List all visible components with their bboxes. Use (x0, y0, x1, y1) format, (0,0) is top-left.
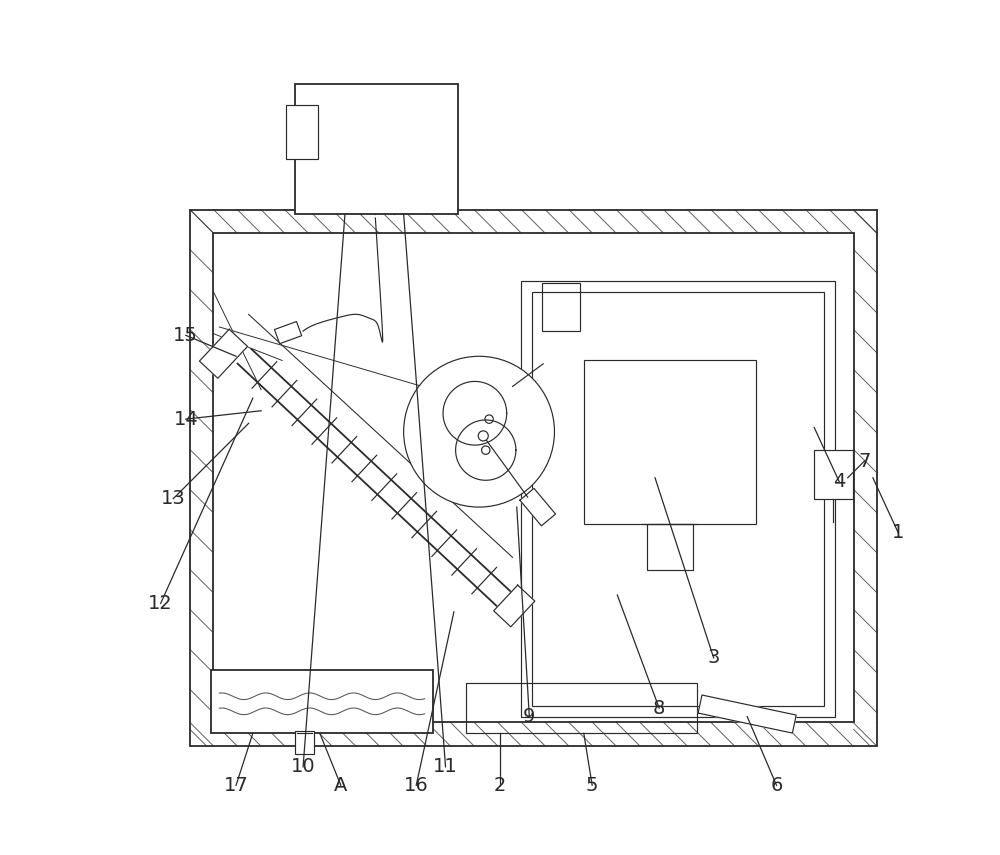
Bar (584, 361, 756, 524)
Bar (647, 524, 693, 570)
Text: 13: 13 (161, 489, 186, 508)
Bar (295, 731, 314, 754)
Bar (542, 282, 580, 331)
Text: 2: 2 (494, 775, 506, 795)
Bar (814, 450, 853, 498)
Text: 16: 16 (404, 775, 429, 795)
Bar (211, 670, 433, 734)
Bar (532, 292, 824, 705)
Text: 14: 14 (173, 410, 198, 428)
Polygon shape (494, 585, 535, 627)
Text: 11: 11 (433, 758, 458, 776)
Bar (295, 84, 458, 214)
Bar (521, 280, 835, 716)
Text: 8: 8 (653, 699, 665, 717)
Text: 12: 12 (148, 594, 173, 613)
Text: 7: 7 (858, 451, 871, 470)
Text: 10: 10 (291, 758, 315, 776)
Bar (466, 683, 697, 734)
Text: 4: 4 (833, 473, 846, 492)
Text: 9: 9 (523, 707, 536, 726)
Bar (274, 321, 302, 344)
Circle shape (478, 431, 488, 441)
Bar (190, 209, 877, 746)
Bar (213, 233, 854, 722)
Text: 6: 6 (770, 775, 783, 795)
Polygon shape (199, 329, 248, 378)
Text: 1: 1 (892, 522, 904, 542)
Text: 17: 17 (224, 775, 248, 795)
Text: 5: 5 (586, 775, 598, 795)
Circle shape (404, 357, 554, 507)
Text: 3: 3 (707, 648, 720, 668)
Polygon shape (698, 695, 796, 733)
Text: A: A (334, 775, 347, 795)
Bar (286, 105, 318, 159)
Text: 15: 15 (173, 326, 198, 345)
Polygon shape (520, 488, 556, 526)
